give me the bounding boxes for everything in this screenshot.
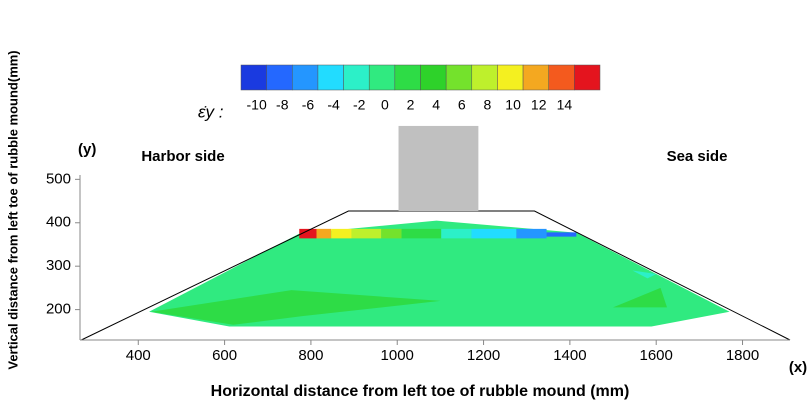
colorbar-swatch <box>343 64 370 91</box>
contour-region <box>546 232 577 237</box>
annotation: Harbor side <box>141 148 224 165</box>
contour-region <box>351 228 382 239</box>
colorbar-tick-label: 10 <box>505 97 521 113</box>
x-tick-label: 1200 <box>467 347 500 364</box>
colorbar-tick-label: 14 <box>557 97 573 113</box>
y-axis-name: (y) <box>78 141 96 158</box>
contour-region <box>516 228 547 239</box>
colorbar-swatch <box>445 64 473 91</box>
colorbar-swatch <box>394 64 421 91</box>
colorbar-swatch <box>266 64 293 91</box>
contour-region <box>381 228 402 239</box>
contour-region <box>401 228 442 239</box>
contour-region <box>632 270 657 279</box>
y-tick-label: 300 <box>46 257 71 274</box>
colorbar-tick-label: -4 <box>327 97 340 113</box>
contour-region <box>471 228 517 239</box>
x-tick-label: 1000 <box>381 347 414 364</box>
y-axis-label: Vertical distance from left toe of rubbl… <box>5 50 20 369</box>
colorbar-swatch <box>471 64 498 91</box>
x-tick-label: 400 <box>126 347 151 364</box>
colorbar-tick-label: 4 <box>432 97 440 113</box>
contour-region <box>441 228 472 239</box>
colorbar-tick-label: 6 <box>458 97 466 113</box>
colorbar-tick-label: 2 <box>407 97 415 113</box>
colorbar-swatch <box>548 64 575 91</box>
colorbar-swatch <box>317 64 344 91</box>
x-tick-label: 1800 <box>726 347 759 364</box>
contour-region <box>151 290 441 325</box>
caisson <box>398 125 479 212</box>
x-tick-label: 600 <box>212 347 237 364</box>
colorbar-tick-label: -6 <box>302 97 315 113</box>
colorbar-tick-label: -8 <box>276 97 289 113</box>
colorbar-swatch <box>497 64 524 91</box>
y-tick-label: 400 <box>46 214 71 231</box>
colorbar-label: ε̇y : <box>198 102 224 121</box>
colorbar-tick-label: 12 <box>531 97 547 113</box>
colorbar-swatch <box>292 64 319 91</box>
colorbar-swatch <box>240 64 267 91</box>
colorbar-tick-label: 8 <box>484 97 492 113</box>
contour-region <box>316 228 332 239</box>
contour-region <box>299 228 317 239</box>
colorbar-swatch <box>574 64 601 91</box>
colorbar-tick-label: -10 <box>247 97 267 113</box>
colorbar-tick-label: 0 <box>381 97 389 113</box>
annotation: Sea side <box>667 148 728 165</box>
colorbar-tick-label: -2 <box>353 97 366 113</box>
x-axis-label: Horizontal distance from left toe of rub… <box>211 383 630 400</box>
colorbar-swatch <box>368 64 396 91</box>
contour-region <box>613 287 667 308</box>
x-axis-name: (x) <box>789 359 807 376</box>
colorbar-swatch <box>522 64 549 91</box>
x-tick-label: 800 <box>298 347 323 364</box>
contour-region <box>331 228 352 239</box>
y-tick-label: 200 <box>46 301 71 318</box>
x-tick-label: 1600 <box>640 347 673 364</box>
colorbar-swatch <box>420 64 447 91</box>
y-tick-label: 500 <box>46 170 71 187</box>
x-tick-label: 1400 <box>553 347 586 364</box>
